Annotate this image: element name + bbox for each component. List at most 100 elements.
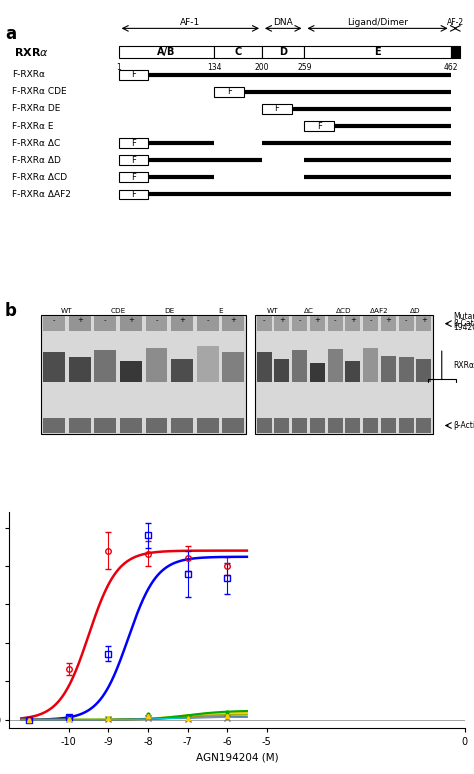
- FancyBboxPatch shape: [197, 419, 219, 433]
- FancyBboxPatch shape: [41, 314, 246, 434]
- Text: F-RXRα: F-RXRα: [12, 70, 45, 79]
- FancyBboxPatch shape: [43, 316, 65, 331]
- Text: 134: 134: [207, 63, 222, 73]
- Text: 1: 1: [116, 63, 121, 73]
- FancyBboxPatch shape: [118, 156, 148, 165]
- Text: Ligand/Dimer: Ligand/Dimer: [347, 19, 408, 27]
- FancyBboxPatch shape: [118, 46, 214, 58]
- FancyBboxPatch shape: [292, 316, 307, 331]
- Text: RXR$\alpha$: RXR$\alpha$: [14, 46, 49, 58]
- Text: RXRα: RXRα: [453, 361, 474, 370]
- Text: -: -: [207, 317, 209, 323]
- Text: E: E: [218, 308, 223, 313]
- FancyBboxPatch shape: [381, 419, 396, 433]
- Text: -: -: [298, 317, 301, 323]
- FancyBboxPatch shape: [146, 348, 167, 382]
- Text: CDE: CDE: [110, 308, 126, 313]
- Text: β-Actin: β-Actin: [453, 421, 474, 430]
- Text: +: +: [279, 317, 285, 323]
- Text: ΔAF2: ΔAF2: [370, 308, 389, 313]
- Text: 259: 259: [297, 63, 312, 73]
- Text: DE: DE: [164, 308, 174, 313]
- FancyBboxPatch shape: [304, 121, 334, 131]
- Text: -: -: [334, 317, 337, 323]
- FancyBboxPatch shape: [43, 352, 65, 382]
- Text: F: F: [317, 122, 322, 131]
- Text: +: +: [385, 317, 391, 323]
- FancyBboxPatch shape: [120, 361, 142, 382]
- FancyBboxPatch shape: [310, 363, 325, 382]
- Text: -: -: [263, 317, 265, 323]
- FancyBboxPatch shape: [43, 419, 65, 433]
- FancyBboxPatch shape: [292, 351, 307, 382]
- Text: -: -: [155, 317, 158, 323]
- Text: AF-1: AF-1: [180, 19, 201, 27]
- Text: F-RXRα DE: F-RXRα DE: [12, 104, 60, 114]
- FancyBboxPatch shape: [120, 316, 142, 331]
- FancyBboxPatch shape: [69, 357, 91, 382]
- FancyBboxPatch shape: [363, 348, 378, 382]
- FancyBboxPatch shape: [120, 419, 142, 433]
- FancyBboxPatch shape: [345, 419, 360, 433]
- FancyBboxPatch shape: [222, 316, 244, 331]
- Text: A/B: A/B: [157, 47, 176, 57]
- Text: +: +: [350, 317, 356, 323]
- FancyBboxPatch shape: [381, 356, 396, 382]
- FancyBboxPatch shape: [222, 419, 244, 433]
- Text: F: F: [274, 104, 279, 114]
- Text: F-RXRα ΔC: F-RXRα ΔC: [12, 139, 60, 148]
- FancyBboxPatch shape: [118, 190, 148, 200]
- X-axis label: AGN194204 (M): AGN194204 (M): [196, 752, 278, 762]
- FancyBboxPatch shape: [416, 419, 431, 433]
- FancyBboxPatch shape: [256, 352, 272, 382]
- Text: -: -: [369, 317, 372, 323]
- Text: WT: WT: [267, 308, 279, 313]
- Text: 200: 200: [255, 63, 269, 73]
- FancyBboxPatch shape: [274, 419, 289, 433]
- FancyBboxPatch shape: [451, 46, 460, 58]
- FancyBboxPatch shape: [146, 316, 167, 331]
- Text: +: +: [421, 317, 427, 323]
- Text: ΔD: ΔD: [410, 308, 420, 313]
- Text: AF-2: AF-2: [447, 19, 464, 27]
- FancyBboxPatch shape: [381, 316, 396, 331]
- FancyBboxPatch shape: [214, 87, 244, 97]
- FancyBboxPatch shape: [310, 316, 325, 331]
- FancyBboxPatch shape: [171, 419, 193, 433]
- FancyBboxPatch shape: [416, 359, 431, 382]
- Text: WT: WT: [61, 308, 73, 313]
- Text: ΔCD: ΔCD: [336, 308, 352, 313]
- FancyBboxPatch shape: [399, 357, 413, 382]
- FancyBboxPatch shape: [69, 419, 91, 433]
- Text: +: +: [314, 317, 320, 323]
- Text: +: +: [179, 317, 185, 323]
- FancyBboxPatch shape: [197, 346, 219, 382]
- Text: DNA: DNA: [273, 19, 293, 27]
- Text: +: +: [128, 317, 134, 323]
- Text: F-RXRα ΔAF2: F-RXRα ΔAF2: [12, 190, 71, 199]
- FancyBboxPatch shape: [118, 173, 148, 183]
- Text: Mutants: Mutants: [453, 312, 474, 320]
- FancyBboxPatch shape: [255, 314, 433, 434]
- Text: F-RXRα CDE: F-RXRα CDE: [12, 87, 66, 96]
- Text: 462: 462: [443, 63, 458, 73]
- FancyBboxPatch shape: [197, 316, 219, 331]
- Text: a: a: [5, 26, 16, 43]
- Text: β-Catenin: β-Catenin: [453, 319, 474, 328]
- FancyBboxPatch shape: [310, 419, 325, 433]
- FancyBboxPatch shape: [274, 316, 289, 331]
- FancyBboxPatch shape: [118, 139, 148, 148]
- FancyBboxPatch shape: [399, 316, 413, 331]
- FancyBboxPatch shape: [363, 419, 378, 433]
- Text: -: -: [104, 317, 107, 323]
- FancyBboxPatch shape: [171, 316, 193, 331]
- Text: F: F: [131, 190, 136, 199]
- Text: F: F: [131, 139, 136, 148]
- FancyBboxPatch shape: [146, 419, 167, 433]
- Text: F-RXRα ΔCD: F-RXRα ΔCD: [12, 173, 67, 182]
- Text: E: E: [374, 47, 381, 57]
- FancyBboxPatch shape: [94, 316, 116, 331]
- FancyBboxPatch shape: [274, 359, 289, 382]
- Text: -: -: [405, 317, 407, 323]
- Text: ΔC: ΔC: [303, 308, 313, 313]
